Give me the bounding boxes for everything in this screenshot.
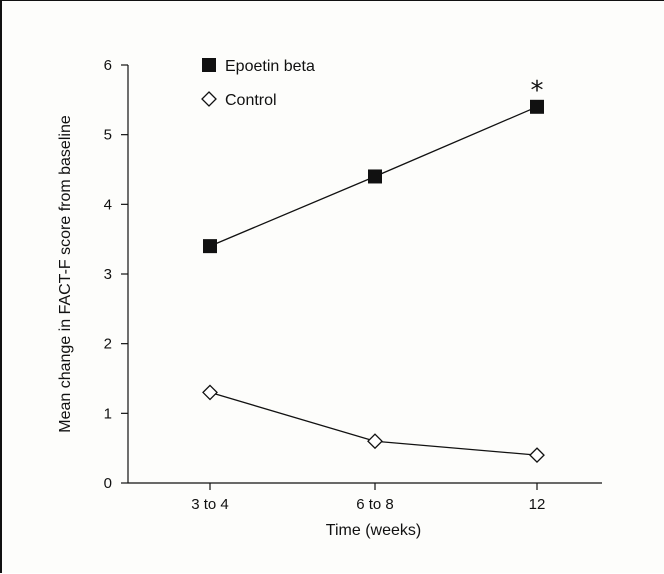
x-ticks: 3 to 4 6 to 8 12 — [191, 483, 545, 513]
legend-marker-epoetin-beta — [202, 58, 216, 72]
y-tick-label: 4 — [104, 196, 112, 213]
y-ticks: 0 1 2 3 4 5 6 — [104, 57, 128, 492]
epoetin-beta-point — [530, 99, 544, 114]
x-axis-title: Time (weeks) — [326, 522, 421, 539]
legend-label-control: Control — [225, 92, 277, 109]
significance-asterisk: * — [531, 76, 544, 106]
y-tick-label: 0 — [104, 475, 112, 492]
epoetin-beta-point — [203, 239, 217, 254]
y-tick-label: 6 — [104, 57, 112, 74]
control-point — [529, 447, 545, 464]
epoetin-beta-point — [368, 169, 382, 184]
x-tick-label: 12 — [529, 496, 546, 513]
y-tick-label: 3 — [104, 266, 112, 283]
y-tick-label: 5 — [104, 127, 112, 144]
series-layer — [202, 99, 545, 464]
legend-marker-control — [201, 91, 217, 107]
chart-axes — [127, 65, 602, 484]
x-tick-label: 3 to 4 — [191, 496, 229, 513]
y-tick-label: 1 — [104, 405, 112, 422]
control-point — [202, 384, 218, 401]
legend: Epoetin beta Control — [201, 58, 315, 109]
y-tick-label: 2 — [104, 336, 112, 353]
control-point — [367, 433, 383, 450]
x-tick-label: 6 to 8 — [356, 496, 394, 513]
legend-label-epoetin-beta: Epoetin beta — [225, 58, 315, 75]
y-axis-title: Mean change in FACT-F score from baselin… — [57, 115, 74, 433]
